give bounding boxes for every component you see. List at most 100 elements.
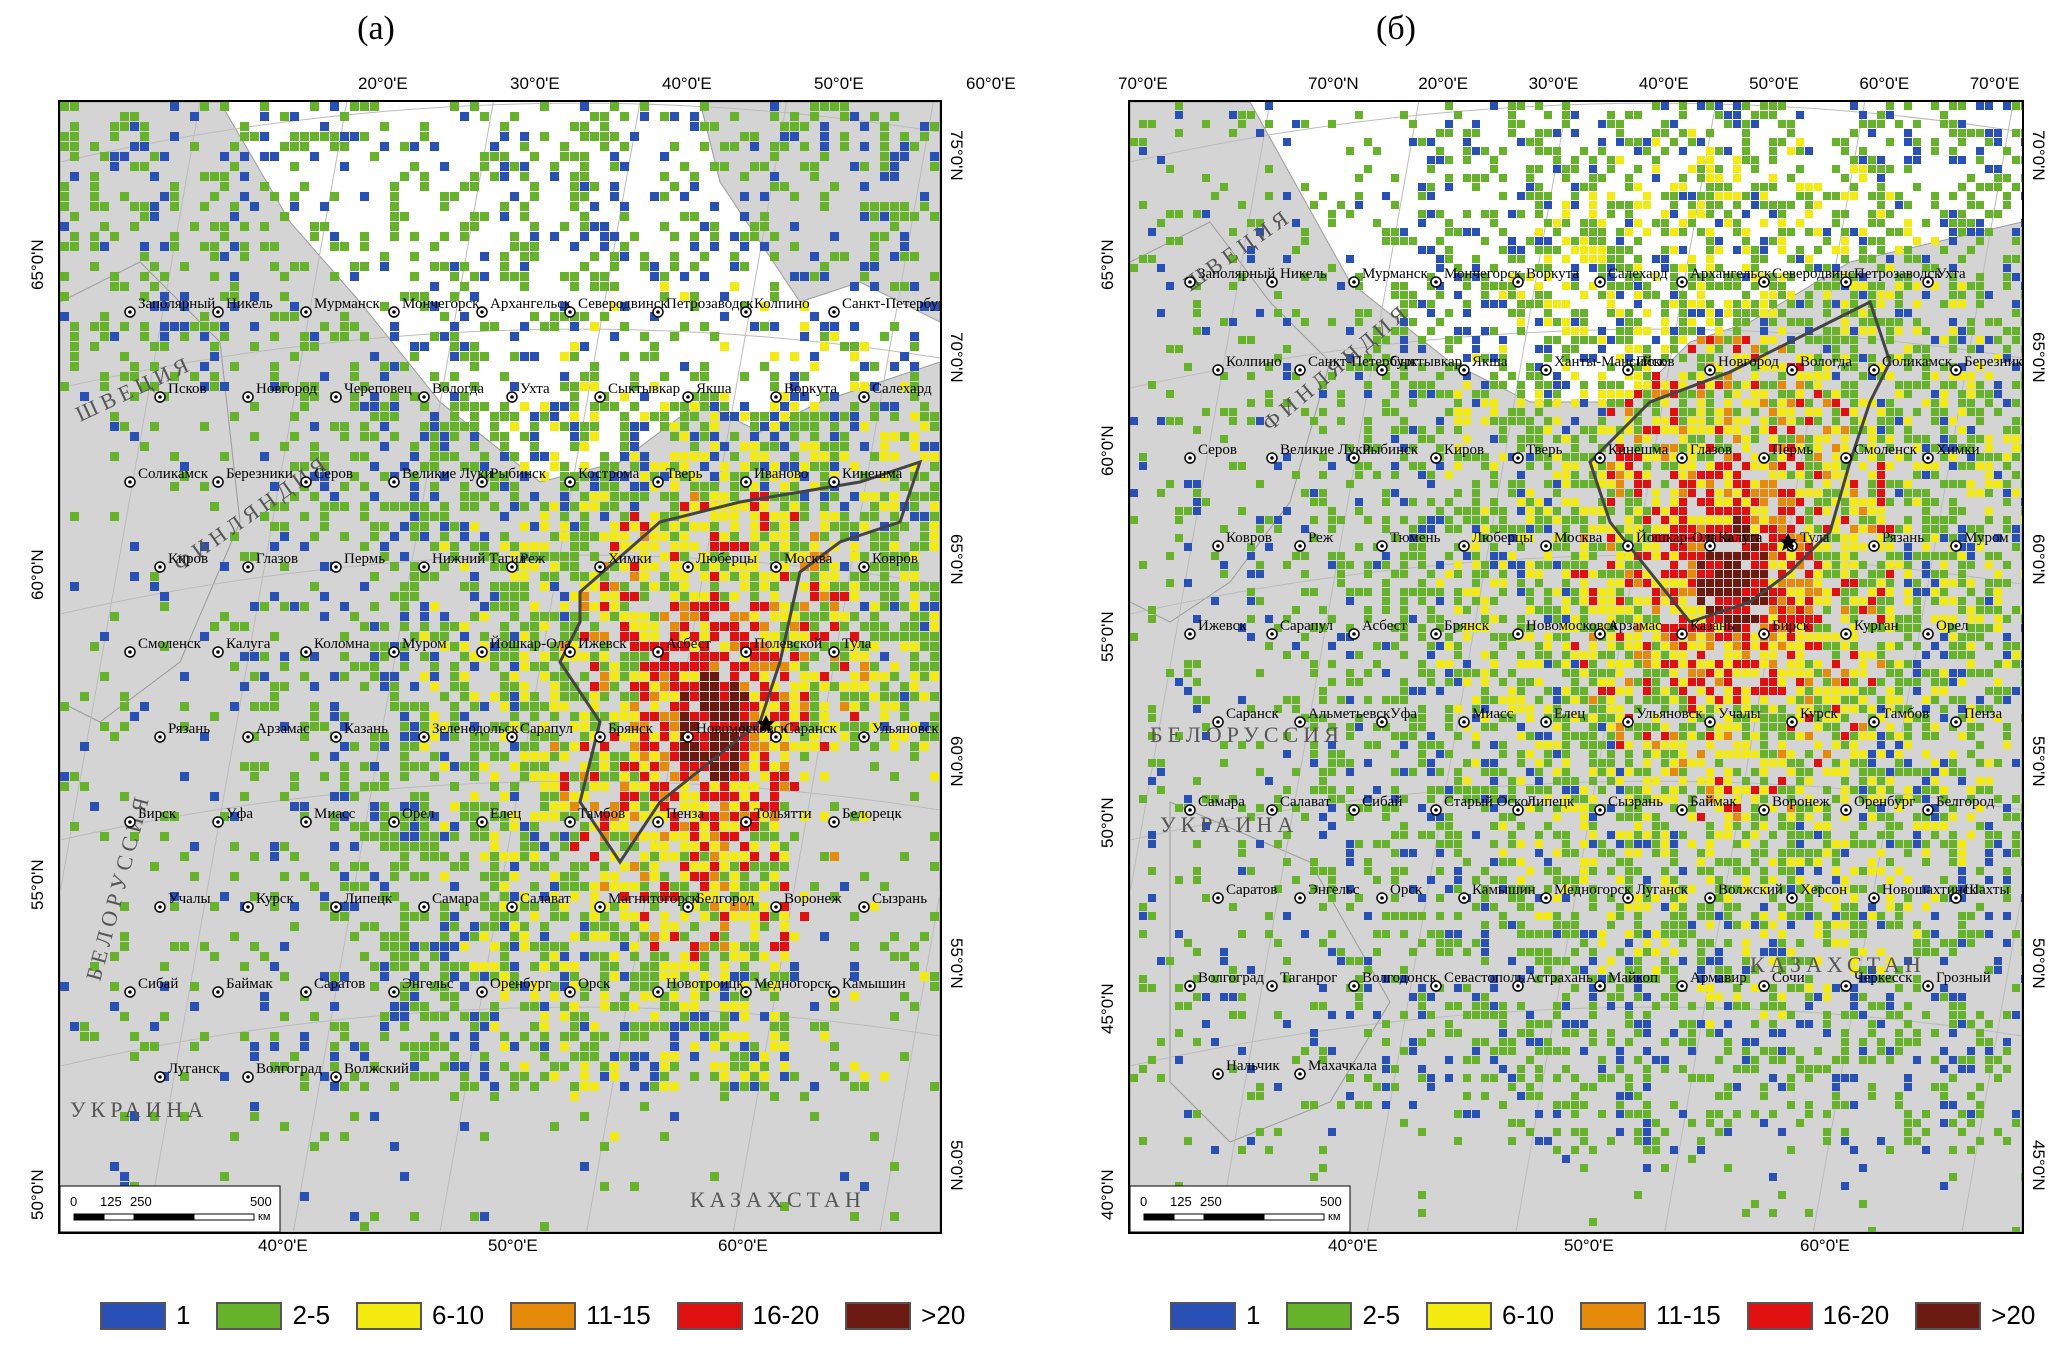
city-marker: Ковров bbox=[1212, 530, 1272, 552]
city-label: Йошкар-Ола bbox=[490, 635, 571, 652]
city-marker: Альметьевск bbox=[1294, 706, 1391, 728]
coordinate-tick: 60°0'E bbox=[718, 1236, 768, 1255]
city-label: Кинешма bbox=[842, 466, 903, 482]
map-panel-b: ШВЕЦИЯ ФИНЛЯНДИЯ БЕЛОРУССИЯ УКРАИНА КАЗАХСТА… bbox=[1128, 100, 2024, 1234]
city-marker: Волжский bbox=[330, 1061, 409, 1083]
city-marker: Калуга bbox=[212, 636, 271, 658]
country-label: БЕЛОРУССИЯ bbox=[1150, 722, 1344, 747]
city-marker: Самара bbox=[418, 891, 479, 913]
legend-swatch bbox=[676, 1301, 743, 1330]
city-label: Баймак bbox=[226, 976, 273, 992]
coordinate-tick: 20°0'E bbox=[358, 74, 408, 93]
city-label: Муром bbox=[1964, 530, 2009, 546]
city-marker: Таганрог bbox=[1266, 970, 1337, 992]
city-label: Ижевск bbox=[578, 636, 627, 652]
city-marker: Черкесск bbox=[1840, 970, 1913, 992]
city-label: Березники bbox=[226, 466, 293, 482]
city-marker: Саратов bbox=[1212, 882, 1277, 904]
city-label: Уфа bbox=[1390, 706, 1417, 722]
coordinate-tick: 70°0'N bbox=[2029, 130, 2048, 181]
legend-b: 1 2-5 6-10 11-15 16-20 >20 bbox=[1170, 1300, 2061, 1331]
city-label: Рязань bbox=[168, 721, 210, 737]
map-panel-a: ШВЕЦИЯ ФИНЛЯНДИЯ УКРАИНА КАЗАХСТАН БЕЛОРУССИ… bbox=[58, 100, 942, 1234]
city-marker: Воркута bbox=[770, 381, 837, 403]
city-label: Волжский bbox=[1718, 882, 1783, 898]
city-marker: Оренбург bbox=[1840, 794, 1915, 816]
city-marker: Волгоград bbox=[242, 1061, 322, 1083]
city-label: Рязань bbox=[1882, 530, 1924, 546]
city-marker: Нижний Тагил bbox=[418, 551, 527, 573]
city-marker: Учалы bbox=[154, 891, 211, 913]
panel-a-label: (а) bbox=[357, 10, 395, 47]
city-label: Люберцы bbox=[1472, 530, 1533, 546]
legend-swatch bbox=[510, 1301, 577, 1330]
city-marker: Волжский bbox=[1704, 882, 1783, 904]
coordinate-tick: 50°0'E bbox=[1749, 74, 1799, 93]
city-marker: Саранск bbox=[1212, 706, 1280, 728]
city-label: Киров bbox=[168, 551, 208, 567]
city-marker: Петрозаводск bbox=[1840, 266, 1942, 288]
city-marker: Зеленодольск bbox=[418, 721, 519, 743]
city-label: Реж bbox=[520, 551, 546, 567]
city-label: Пермь bbox=[344, 551, 385, 567]
city-label: Старый Оскол bbox=[1444, 794, 1536, 810]
city-label: Нальчик bbox=[1226, 1058, 1280, 1074]
city-label: Сыктывкар bbox=[1390, 354, 1462, 370]
coordinate-tick: 50°0'E bbox=[814, 74, 864, 93]
city-marker: Никель bbox=[212, 296, 273, 318]
city-marker: Москва bbox=[1540, 530, 1603, 552]
city-marker: Воркута bbox=[1512, 266, 1579, 288]
city-marker: Йошкар-Ола bbox=[476, 635, 571, 658]
city-marker: Кострома bbox=[564, 466, 640, 488]
city-label: Рыбинск bbox=[490, 466, 547, 482]
city-marker: Мончегорск bbox=[1430, 266, 1522, 288]
city-label: Москва bbox=[784, 551, 833, 567]
legend-swatch bbox=[216, 1301, 283, 1330]
city-label: Саранск bbox=[784, 721, 838, 737]
coordinate-tick: 55°0'N bbox=[28, 859, 47, 910]
city-label: Камышин bbox=[842, 976, 906, 992]
city-label: Орел bbox=[1936, 618, 1969, 634]
city-marker: Петрозаводск bbox=[652, 296, 754, 318]
city-label: Орск bbox=[578, 976, 611, 992]
city-label: Асбест bbox=[666, 636, 711, 652]
city-label: Полевской bbox=[754, 636, 822, 652]
city-label: Курган bbox=[1854, 618, 1899, 634]
city-label: Якша bbox=[696, 381, 732, 397]
city-marker: Химки bbox=[594, 551, 652, 573]
scale-bar: 0 125 250 500 км bbox=[1130, 1185, 1351, 1232]
coordinate-tick: 40°0'E bbox=[662, 74, 712, 93]
city-label: Арзамас bbox=[256, 721, 310, 737]
city-label: Сибай bbox=[1362, 794, 1402, 810]
city-marker: Баймак bbox=[212, 976, 273, 998]
city-label: Волжский bbox=[344, 1061, 409, 1077]
city-marker: Луганск bbox=[1622, 882, 1689, 904]
legend-label: 16-20 bbox=[752, 1300, 820, 1330]
city-label: Липецк bbox=[344, 891, 393, 907]
legend-item: 11-15 bbox=[1580, 1300, 1721, 1331]
city-label: Воркута bbox=[1526, 266, 1579, 282]
city-marker: Тюмень bbox=[1376, 530, 1441, 552]
city-label: Волгодонск bbox=[1362, 970, 1437, 986]
city-label: Альметьевск bbox=[1308, 706, 1391, 722]
coordinate-tick: 40°0'E bbox=[258, 1236, 308, 1255]
city-label: Архангельск bbox=[1690, 266, 1772, 282]
city-label: Самара bbox=[432, 891, 479, 907]
city-marker: Белгород bbox=[1922, 794, 1995, 816]
city-marker: Новомосковск bbox=[1512, 618, 1618, 640]
city-marker: Саратов bbox=[300, 976, 365, 998]
city-marker: Волгодонск bbox=[1348, 970, 1437, 992]
city-marker: Серов bbox=[1184, 442, 1237, 464]
city-label: Учалы bbox=[1718, 706, 1761, 722]
legend-item: 2-5 bbox=[216, 1300, 330, 1331]
city-marker: Волгоград bbox=[1184, 970, 1264, 992]
city-label: Ижевск bbox=[1198, 618, 1247, 634]
city-marker: Уфа bbox=[212, 806, 253, 828]
city-label: Волгоград bbox=[1198, 970, 1264, 986]
city-label: Сарапул bbox=[520, 721, 573, 737]
legend-swatch bbox=[100, 1301, 166, 1330]
legend-swatch bbox=[1170, 1301, 1236, 1330]
city-marker: Саранск bbox=[770, 721, 838, 743]
city-layer: Заполярный Никель Мурманск Мончегорск Воркут… bbox=[1184, 266, 2022, 1080]
city-marker: Новотроицк bbox=[652, 976, 744, 998]
